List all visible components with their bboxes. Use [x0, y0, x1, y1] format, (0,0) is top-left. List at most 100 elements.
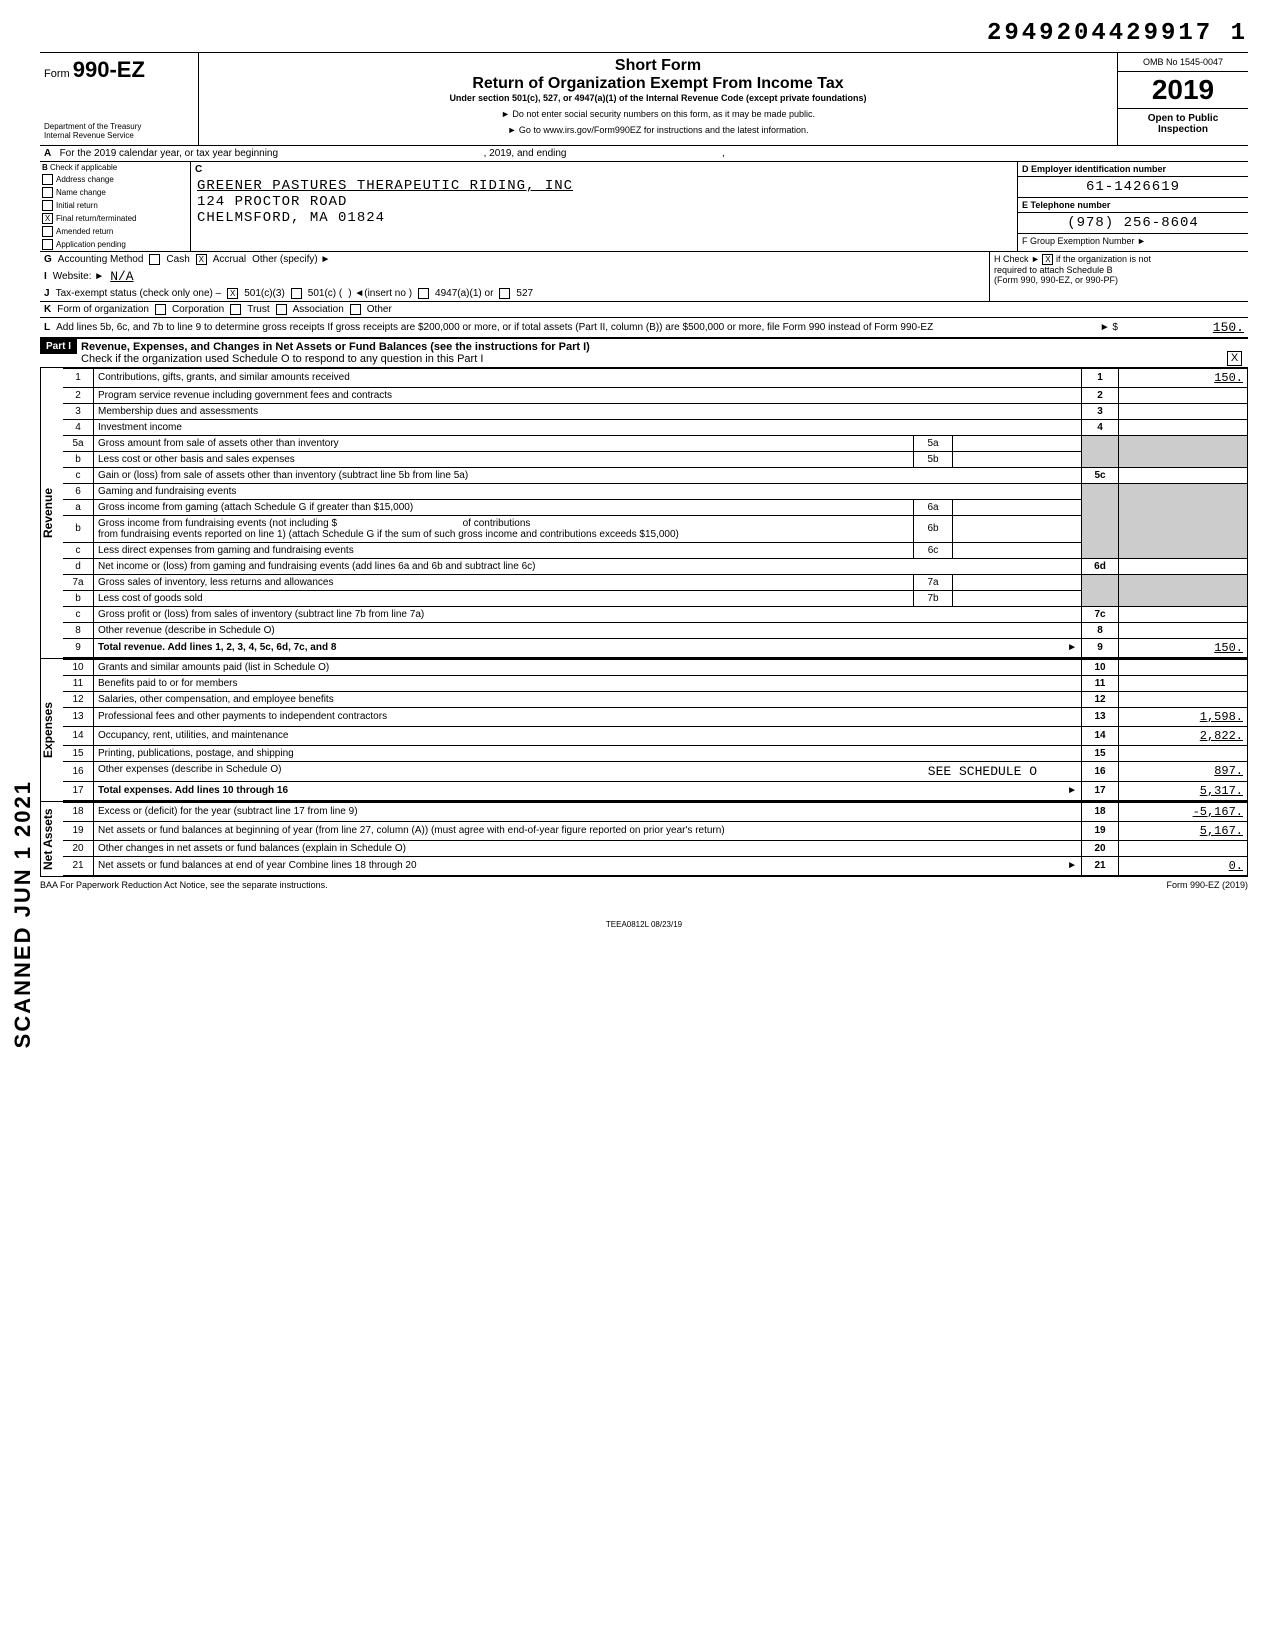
label-c: C: [195, 164, 203, 175]
l14-num: 14: [63, 726, 94, 745]
checkbox-app-pending[interactable]: [42, 239, 53, 250]
checkbox-initial[interactable]: [42, 200, 53, 211]
l7a-mnum: 7a: [914, 574, 953, 590]
checkbox-cash[interactable]: [149, 254, 160, 265]
checkbox-amended[interactable]: [42, 226, 53, 237]
goto-url: ► Go to www.irs.gov/Form990EZ for instru…: [207, 125, 1109, 135]
l1-desc: Contributions, gifts, grants, and simila…: [94, 368, 1082, 387]
l17-desc-cell: Total expenses. Add lines 10 through 16 …: [94, 781, 1082, 800]
l5a-num: 5a: [63, 435, 94, 451]
line-18: 18Excess or (deficit) for the year (subt…: [63, 802, 1248, 821]
label-app-pending: Application pending: [56, 240, 126, 249]
checkbox-assoc[interactable]: [276, 304, 287, 315]
checkbox-h[interactable]: X: [1042, 254, 1053, 265]
d-label: D Employer identification number: [1018, 162, 1248, 177]
l6d-num: d: [63, 558, 94, 574]
l9-desc: Total revenue. Add lines 1, 2, 3, 4, 5c,…: [98, 642, 336, 653]
label-4947: 4947(a)(1) or: [435, 288, 493, 299]
l21-num: 21: [63, 856, 94, 875]
revenue-table: 1Contributions, gifts, grants, and simil…: [63, 368, 1248, 658]
line-1: 1Contributions, gifts, grants, and simil…: [63, 368, 1248, 387]
netassets-label: Net Assets: [40, 802, 63, 876]
l4-rnum: 4: [1082, 419, 1119, 435]
part-i-label: Part I: [40, 339, 77, 354]
line-15: 15Printing, publications, postage, and s…: [63, 745, 1248, 761]
row-a-text: For the 2019 calendar year, or tax year …: [60, 148, 278, 159]
form-number: 990-EZ: [73, 57, 145, 82]
tax-year: 2019: [1118, 72, 1248, 109]
l11-rval: [1119, 675, 1248, 691]
l7a-num: 7a: [63, 574, 94, 590]
website-label: Website: ►: [53, 271, 104, 282]
l17-num: 17: [63, 781, 94, 800]
checkbox-501c3[interactable]: X: [227, 288, 238, 299]
l16-desc-cell: Other expenses (describe in Schedule O)S…: [94, 761, 1082, 781]
checkbox-other-org[interactable]: [350, 304, 361, 315]
label-501c3: 501(c)(3): [244, 288, 285, 299]
checkbox-4947[interactable]: [418, 288, 429, 299]
l6c-num: c: [63, 542, 94, 558]
l11-rnum: 11: [1082, 675, 1119, 691]
l9-desc-cell: Total revenue. Add lines 1, 2, 3, 4, 5c,…: [94, 638, 1082, 657]
l14-rnum: 14: [1082, 726, 1119, 745]
h-text1: H Check ►: [994, 254, 1040, 264]
l6b-mnum: 6b: [914, 515, 953, 542]
ssn-warning: ► Do not enter social security numbers o…: [207, 109, 1109, 119]
l21-desc-cell: Net assets or fund balances at end of ye…: [94, 856, 1082, 875]
l6b-shade: [1082, 515, 1119, 542]
l20-rval: [1119, 840, 1248, 856]
l15-num: 15: [63, 745, 94, 761]
checkbox-name-change[interactable]: [42, 187, 53, 198]
l5c-rnum: 5c: [1082, 467, 1119, 483]
l5a-mval: [953, 435, 1082, 451]
l3-desc: Membership dues and assessments: [94, 403, 1082, 419]
l11-num: 11: [63, 675, 94, 691]
label-addr-change: Address change: [56, 175, 114, 184]
l6b-shade2: [1119, 515, 1248, 542]
checkbox-527[interactable]: [499, 288, 510, 299]
l3-num: 3: [63, 403, 94, 419]
checkbox-501c[interactable]: [291, 288, 302, 299]
line-2: 2Program service revenue including gover…: [63, 387, 1248, 403]
h-text2: if the organization is not: [1056, 254, 1151, 264]
l6c-mnum: 6c: [914, 542, 953, 558]
l5b-mval: [953, 451, 1082, 467]
l5a-mnum: 5a: [914, 435, 953, 451]
checkbox-trust[interactable]: [230, 304, 241, 315]
l10-num: 10: [63, 659, 94, 675]
label-cash: Cash: [166, 254, 189, 265]
part-i-sub: Check if the organization used Schedule …: [81, 353, 483, 365]
l4-rval: [1119, 419, 1248, 435]
l19-desc: Net assets or fund balances at beginning…: [94, 821, 1082, 840]
line-8: 8Other revenue (describe in Schedule O)8: [63, 622, 1248, 638]
checkbox-final[interactable]: X: [42, 213, 53, 224]
label-corp: Corporation: [172, 304, 224, 315]
insert-no: ) ◄(insert no ): [348, 288, 412, 299]
l5a-shade2: [1119, 435, 1248, 451]
l14-desc: Occupancy, rent, utilities, and maintena…: [94, 726, 1082, 745]
row-a-comma: ,: [722, 148, 725, 159]
checkbox-addr-change[interactable]: [42, 174, 53, 185]
l21-desc: Net assets or fund balances at end of ye…: [98, 860, 417, 871]
l19-rval: 5,167.: [1119, 821, 1248, 840]
l20-rnum: 20: [1082, 840, 1119, 856]
checkbox-accrual[interactable]: X: [196, 254, 207, 265]
checkbox-sched-o[interactable]: X: [1227, 351, 1242, 366]
line-13: 13Professional fees and other payments t…: [63, 707, 1248, 726]
l12-rval: [1119, 691, 1248, 707]
label-l: L: [44, 322, 50, 333]
line-9: 9Total revenue. Add lines 1, 2, 3, 4, 5c…: [63, 638, 1248, 657]
l16-rnum: 16: [1082, 761, 1119, 781]
l7a-shade: [1082, 574, 1119, 590]
l18-num: 18: [63, 802, 94, 821]
l8-rnum: 8: [1082, 622, 1119, 638]
l8-rval: [1119, 622, 1248, 638]
line-3: 3Membership dues and assessments3: [63, 403, 1248, 419]
return-title: Return of Organization Exempt From Incom…: [207, 75, 1109, 93]
line-20: 20Other changes in net assets or fund ba…: [63, 840, 1248, 856]
l2-desc: Program service revenue including govern…: [94, 387, 1082, 403]
checkbox-corp[interactable]: [155, 304, 166, 315]
l6b-desc2: of contributions: [463, 518, 531, 529]
revenue-section: Revenue 1Contributions, gifts, grants, a…: [40, 368, 1248, 659]
l18-desc: Excess or (deficit) for the year (subtra…: [94, 802, 1082, 821]
